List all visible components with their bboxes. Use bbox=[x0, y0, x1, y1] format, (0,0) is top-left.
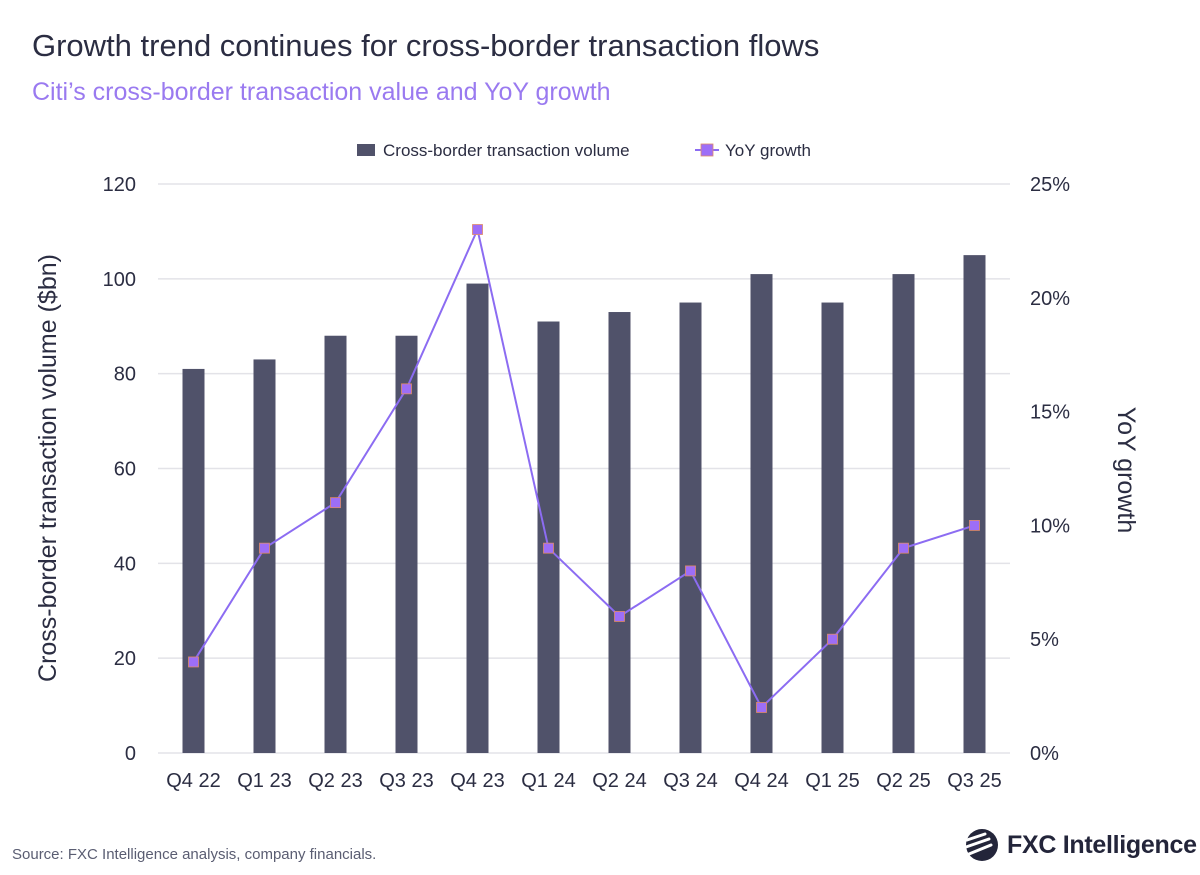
y2-tick-label: 5% bbox=[1030, 629, 1059, 651]
bar-Q2-24 bbox=[608, 312, 631, 753]
y2-tick-label: 10% bbox=[1030, 515, 1070, 537]
logo-text: FXC Intelligence bbox=[1007, 830, 1197, 859]
left-axis-ticks: 0 20 40 60 80 100 120 bbox=[103, 174, 136, 765]
growth-marker-Q4-22 bbox=[188, 656, 199, 668]
growth-marker-Q3-25 bbox=[969, 520, 980, 531]
x-axis-ticks: Q4 22 Q1 23 Q2 23 Q3 23 Q4 23 Q1 24 Q2 24 Q3 24… bbox=[166, 770, 1001, 792]
y-tick-label: 80 bbox=[114, 364, 136, 386]
chart-title: Growth trend continues for cross-border … bbox=[32, 28, 820, 63]
y2-tick-label: 25% bbox=[1030, 174, 1070, 196]
y-tick-label: 100 bbox=[103, 269, 136, 291]
bar-Q4-22 bbox=[182, 368, 205, 753]
y-tick-label: 40 bbox=[114, 553, 136, 575]
growth-marker-Q4-24 bbox=[756, 702, 767, 713]
legend-label-growth: YoY growth bbox=[725, 141, 811, 160]
growth-marker-Q2-24 bbox=[614, 611, 625, 622]
growth-line bbox=[188, 224, 980, 713]
y-tick-label: 120 bbox=[103, 174, 136, 196]
y-tick-label: 60 bbox=[114, 459, 136, 481]
source-note: Source: FXC Intelligence analysis, compa… bbox=[12, 846, 377, 863]
growth-marker-Q2-23 bbox=[330, 497, 341, 509]
legend-swatch-volume bbox=[357, 144, 375, 156]
x-tick-label: Q2 25 bbox=[876, 770, 930, 792]
x-tick-label: Q2 23 bbox=[308, 770, 362, 792]
growth-polyline bbox=[192, 226, 975, 710]
logo-icon bbox=[965, 829, 998, 861]
bars bbox=[182, 255, 986, 753]
y2-tick-label: 15% bbox=[1030, 402, 1070, 424]
x-tick-label: Q3 24 bbox=[663, 770, 717, 792]
bar-Q2-25 bbox=[892, 274, 915, 753]
right-axis-title: YoY growth bbox=[1112, 407, 1140, 534]
bar-Q3-23 bbox=[395, 335, 418, 753]
x-tick-label: Q4 24 bbox=[734, 770, 788, 792]
gridlines bbox=[158, 183, 1010, 754]
x-tick-label: Q4 22 bbox=[166, 770, 220, 792]
fxc-logo: FXC Intelligence bbox=[965, 828, 1197, 862]
legend-label-volume: Cross-border transaction volume bbox=[383, 141, 630, 160]
x-tick-label: Q4 23 bbox=[450, 770, 504, 792]
right-axis-ticks: 0% 5% 10% 15% 20% 25% bbox=[1030, 174, 1070, 765]
x-tick-label: Q2 24 bbox=[592, 770, 646, 792]
legend: Cross-border transaction volume YoY grow… bbox=[357, 141, 811, 160]
x-tick-label: Q3 25 bbox=[947, 770, 1001, 792]
x-tick-label: Q1 23 bbox=[237, 770, 291, 792]
bar-Q3-25 bbox=[963, 255, 986, 753]
chart-subtitle: Citi’s cross-border transaction value an… bbox=[32, 78, 611, 106]
bar-Q4-23 bbox=[466, 283, 489, 753]
y-tick-label: 20 bbox=[114, 648, 136, 670]
growth-marker-Q1-25 bbox=[827, 633, 838, 645]
bar-Q2-23 bbox=[324, 335, 347, 753]
x-tick-label: Q3 23 bbox=[379, 770, 433, 792]
growth-marker-Q4-23 bbox=[472, 224, 483, 235]
bar-Q3-24 bbox=[679, 302, 702, 753]
legend-swatch-growth-marker bbox=[700, 143, 714, 157]
y2-tick-label: 0% bbox=[1030, 743, 1059, 765]
x-tick-label: Q1 25 bbox=[805, 770, 859, 792]
left-axis-title: Cross-border transaction volume ($bn) bbox=[34, 254, 62, 682]
growth-marker-Q3-24 bbox=[685, 565, 696, 577]
bar-Q1-25 bbox=[821, 302, 844, 753]
growth-marker-Q3-23 bbox=[401, 383, 412, 395]
growth-marker-Q1-23 bbox=[259, 542, 270, 554]
growth-marker-Q1-24 bbox=[543, 542, 554, 554]
bar-Q1-23 bbox=[253, 359, 276, 753]
y-tick-label: 0 bbox=[125, 743, 136, 765]
bar-Q1-24 bbox=[537, 321, 560, 753]
y2-tick-label: 20% bbox=[1030, 288, 1070, 310]
bar-Q4-24 bbox=[750, 274, 773, 753]
x-tick-label: Q1 24 bbox=[521, 770, 575, 792]
growth-marker-Q2-25 bbox=[898, 542, 909, 554]
